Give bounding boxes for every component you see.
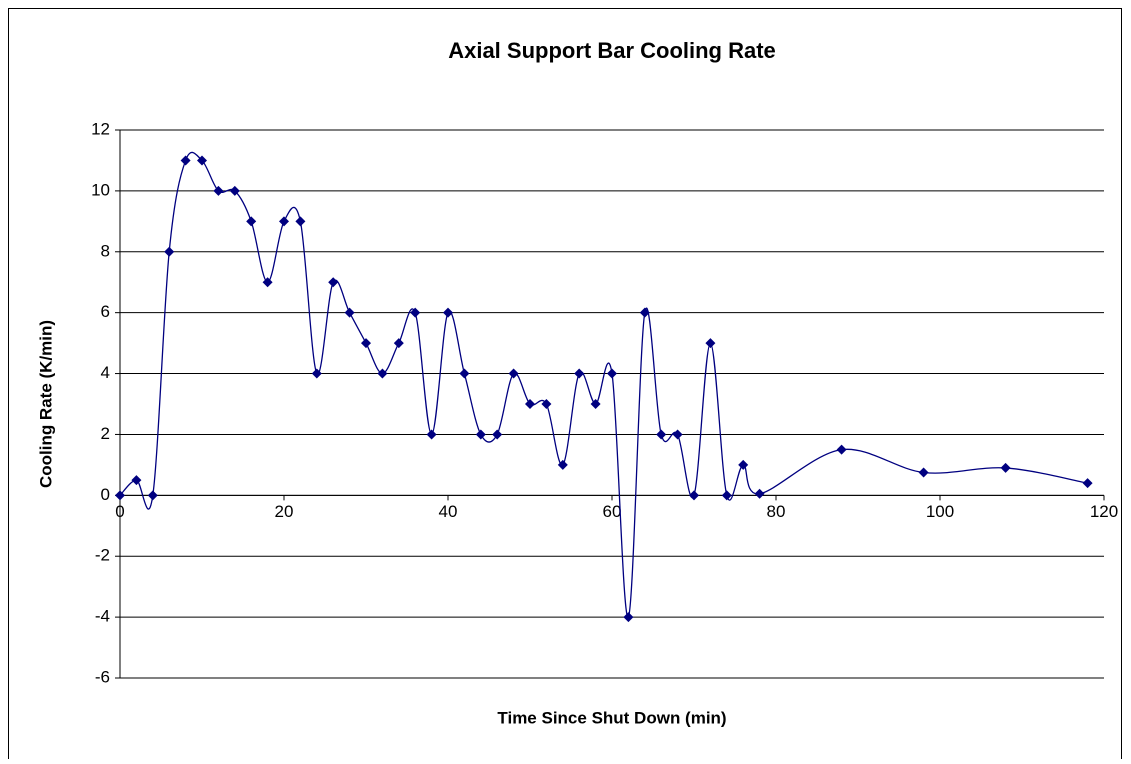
data-point [475,429,486,440]
data-point [295,216,306,227]
data-point [689,490,699,501]
data-point [492,429,503,440]
y-tick-label: 12 [91,119,110,138]
data-point [590,399,601,409]
data-point [377,368,388,379]
data-point [705,338,716,349]
data-point [344,307,355,318]
data-point [656,429,667,440]
y-tick-label: -6 [95,667,110,686]
data-point [131,475,142,486]
data-point [213,185,224,196]
data-point [393,338,404,349]
x-tick-label: 60 [603,502,622,521]
data-point [738,459,749,470]
data-point [639,307,650,318]
x-tick-label: 20 [275,502,294,521]
data-point [262,277,273,288]
data-point [1082,478,1093,489]
chart-title: Axial Support Bar Cooling Rate [448,38,776,63]
data-point [607,368,617,379]
data-point [836,444,847,455]
data-point [164,246,175,257]
data-point [459,368,470,379]
data-point [410,307,421,318]
x-tick-label: 100 [926,502,954,521]
data-point [229,185,240,196]
data-point [197,155,207,166]
data-point [328,277,339,288]
x-axis-label: Time Since Shut Down (min) [497,708,726,727]
y-tick-label: -2 [95,546,110,565]
data-point [180,155,191,166]
x-tick-label: 40 [439,502,458,521]
data-point [508,368,519,379]
data-point [918,467,929,478]
x-tick-label: 120 [1090,502,1118,521]
data-point [721,490,732,501]
data-point [279,216,289,227]
y-tick-label: 2 [101,424,110,443]
data-point [672,429,683,440]
x-tick-label: 0 [115,502,124,521]
data-point [623,612,634,623]
data-point [426,429,437,440]
data-point [525,399,535,409]
data-point [557,459,568,470]
data-point [754,488,765,499]
data-point [115,490,125,501]
y-tick-label: 10 [91,180,110,199]
y-tick-label: 4 [101,363,110,382]
x-tick-label: 80 [767,502,786,521]
data-point [246,216,257,227]
y-tick-label: 8 [101,241,110,260]
y-axis-label: Cooling Rate (K/min) [36,320,55,488]
data-point [147,490,158,501]
data-point [443,307,453,318]
y-tick-label: -4 [95,607,110,626]
y-tick-label: 6 [101,302,110,321]
y-tick-label: 0 [101,485,110,504]
chart-border [8,8,1122,764]
data-point [1000,462,1011,473]
data-point [574,368,585,379]
data-point [541,399,552,409]
data-point [361,338,371,349]
data-point [311,368,322,379]
